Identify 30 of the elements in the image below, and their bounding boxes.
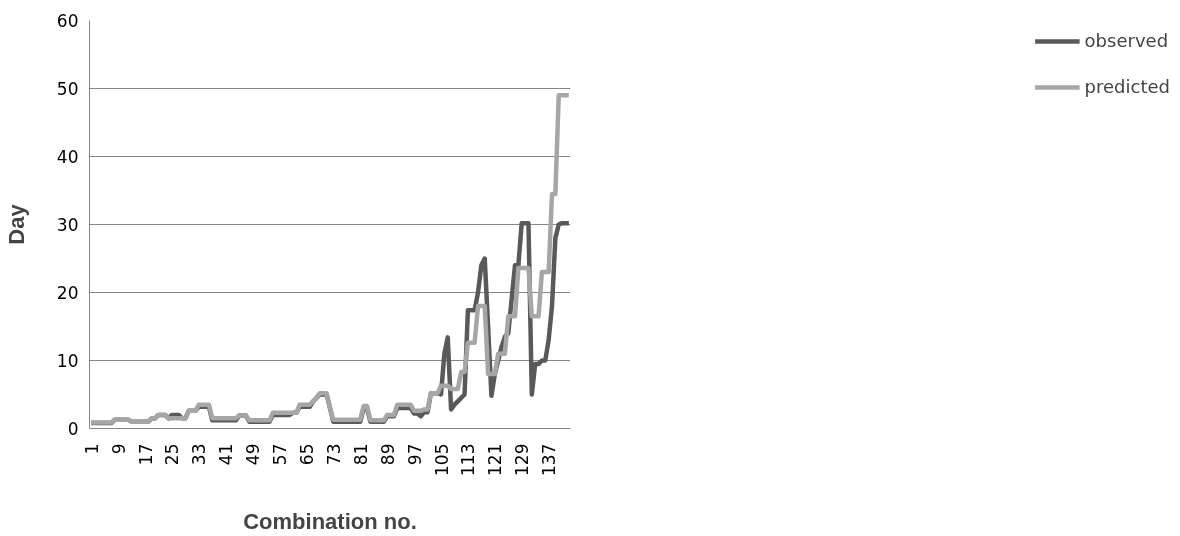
x-tick-label: 57 xyxy=(270,443,291,466)
y-tick-label: 50 xyxy=(56,79,79,99)
x-tick-label: 81 xyxy=(350,443,371,466)
y-tick-label: 0 xyxy=(67,419,79,439)
x-tick-label: 113 xyxy=(458,443,479,476)
line-series xyxy=(89,93,571,425)
y-tick-label: 30 xyxy=(56,215,79,235)
x-tick-label: 41 xyxy=(216,443,237,466)
x-tick-label: 33 xyxy=(189,443,210,466)
legend-label: predicted xyxy=(1084,76,1170,97)
x-tick-label: 9 xyxy=(108,443,129,455)
y-axis-title: Day xyxy=(3,203,29,245)
x-tick-label: 1 xyxy=(81,443,102,455)
x-tick-label: 129 xyxy=(512,443,533,476)
x-tick-label: 25 xyxy=(162,443,183,466)
y-tick-label: 60 xyxy=(56,11,79,31)
x-tick-label: 73 xyxy=(323,443,344,466)
x-tick-label: 17 xyxy=(135,443,156,466)
y-tick-label: 20 xyxy=(56,283,79,303)
x-tick-label: 121 xyxy=(485,443,506,476)
y-tick-label: 40 xyxy=(56,147,79,167)
x-tick-label: 105 xyxy=(431,443,452,476)
x-tick-label: 49 xyxy=(243,443,264,466)
x-tick-label: 89 xyxy=(377,443,398,466)
x-tick-label: 137 xyxy=(539,443,560,476)
x-axis-title: Combination no. xyxy=(243,508,417,534)
y-tick-label: 10 xyxy=(56,351,79,371)
legend-label: observed xyxy=(1084,30,1169,51)
x-tick-label: 65 xyxy=(296,443,317,466)
x-tick-label: 97 xyxy=(404,443,425,466)
